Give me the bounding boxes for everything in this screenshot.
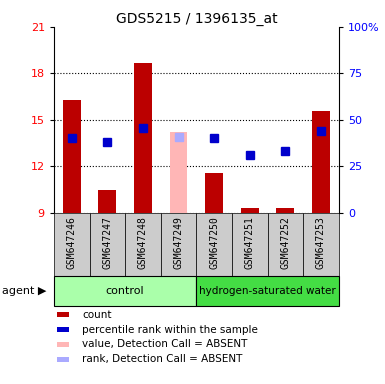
Bar: [125, 213, 161, 276]
Bar: [241, 208, 259, 213]
Bar: [54, 213, 90, 276]
Bar: [312, 111, 330, 213]
Bar: [196, 276, 339, 306]
Text: agent ▶: agent ▶: [2, 286, 46, 296]
Text: GSM647247: GSM647247: [102, 216, 112, 269]
Bar: [276, 208, 294, 213]
Bar: [99, 190, 116, 213]
Bar: [303, 213, 339, 276]
Bar: [90, 213, 125, 276]
Text: GSM647249: GSM647249: [174, 216, 184, 269]
Bar: [134, 63, 152, 213]
Text: rank, Detection Call = ABSENT: rank, Detection Call = ABSENT: [82, 354, 243, 364]
Bar: [170, 132, 187, 213]
Bar: [57, 357, 69, 362]
Bar: [63, 100, 80, 213]
Text: control: control: [106, 286, 144, 296]
Text: GSM647248: GSM647248: [138, 216, 148, 269]
Bar: [54, 276, 196, 306]
Text: GSM647251: GSM647251: [245, 216, 255, 269]
Bar: [196, 213, 232, 276]
Text: GSM647253: GSM647253: [316, 216, 326, 269]
Bar: [205, 172, 223, 213]
Text: percentile rank within the sample: percentile rank within the sample: [82, 324, 258, 334]
Text: GSM647250: GSM647250: [209, 216, 219, 269]
Bar: [268, 213, 303, 276]
Bar: [57, 342, 69, 347]
Text: GSM647252: GSM647252: [280, 216, 290, 269]
Bar: [57, 327, 69, 332]
Title: GDS5215 / 1396135_at: GDS5215 / 1396135_at: [116, 12, 277, 26]
Text: hydrogen-saturated water: hydrogen-saturated water: [199, 286, 336, 296]
Bar: [232, 213, 268, 276]
Bar: [161, 213, 196, 276]
Text: value, Detection Call = ABSENT: value, Detection Call = ABSENT: [82, 339, 248, 349]
Bar: [57, 312, 69, 317]
Text: count: count: [82, 310, 112, 320]
Text: GSM647246: GSM647246: [67, 216, 77, 269]
